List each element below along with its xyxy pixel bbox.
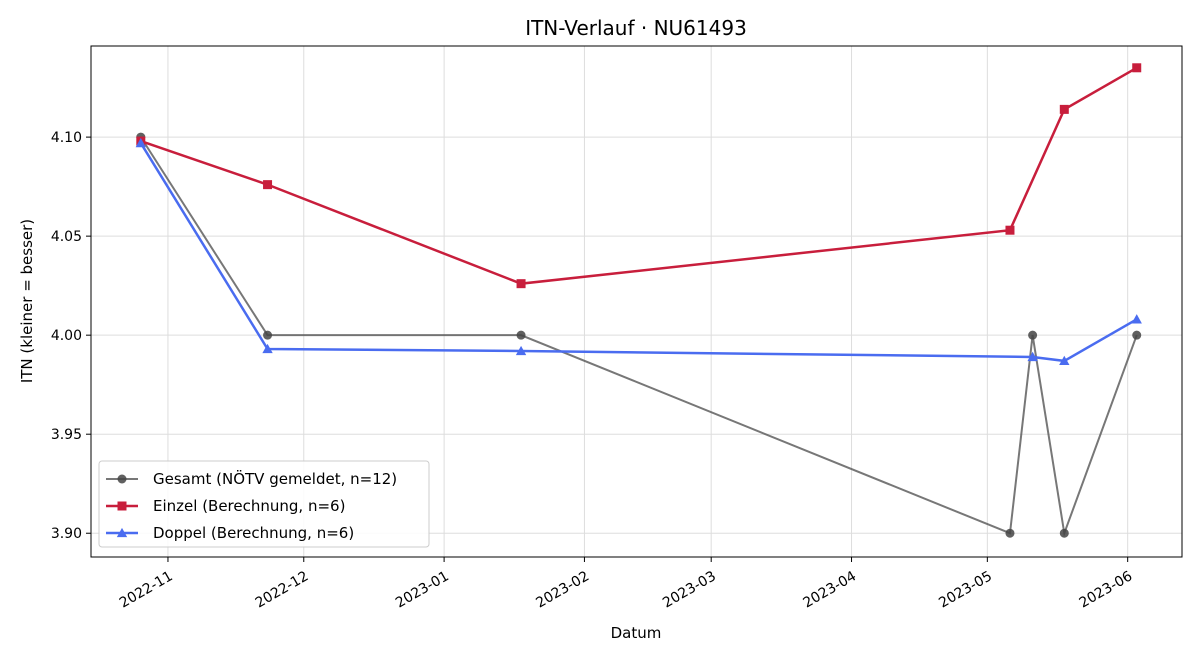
x-tick-label: 2023-01: [393, 568, 452, 611]
data-point: [1059, 528, 1069, 538]
legend-entry: Doppel (Berechnung, n=6): [106, 524, 354, 542]
legend-marker: [116, 527, 128, 538]
data-point: [516, 279, 526, 289]
y-axis-label: ITN (kleiner = besser): [18, 219, 36, 383]
series-layer: [135, 63, 1142, 538]
series-line: [139, 142, 1138, 363]
x-tick-label: 2023-05: [936, 568, 995, 611]
series-line: [140, 66, 1138, 285]
x-tick-label: 2022-11: [117, 568, 176, 611]
legend-entry: Einzel (Berechnung, n=6): [106, 497, 345, 515]
legend-label: Doppel (Berechnung, n=6): [153, 524, 354, 542]
y-axis-ticks: 3.90 3.95 4.00 4.05 4.10: [51, 130, 91, 542]
data-point: [516, 330, 526, 340]
data-point: [1132, 63, 1142, 73]
legend-label: Einzel (Berechnung, n=6): [153, 497, 345, 515]
data-point: [262, 343, 273, 354]
data-point: [1059, 104, 1069, 114]
y-tick-label: 4.10: [51, 130, 82, 146]
x-tick-label: 2022-12: [253, 568, 312, 611]
x-tick-label: 2023-02: [533, 568, 592, 611]
data-point: [1028, 330, 1038, 340]
chart-title: ITN-Verlauf · NU61493: [525, 16, 747, 40]
data-point: [1131, 314, 1142, 324]
series-square: [136, 63, 1142, 289]
data-point: [1059, 355, 1070, 366]
data-point: [1027, 351, 1038, 362]
plot-area-frame: [90, 45, 1183, 558]
data-point: [1005, 225, 1015, 235]
data-point: [515, 345, 527, 356]
data-point: [135, 137, 146, 148]
x-axis-label: Datum: [611, 624, 662, 642]
legend-box: [98, 460, 430, 548]
data-point: [1132, 330, 1142, 340]
y-tick-label: 4.05: [51, 229, 82, 245]
data-point: [263, 330, 273, 340]
x-axis-ticks: 2022-11 2022-12 2023-01 2023-02 2023-03 2023-…: [117, 557, 1135, 611]
legend-marker: [117, 501, 127, 511]
series-triangle: [135, 137, 1142, 366]
x-tick-label: 2023-03: [660, 568, 719, 611]
data-point: [1005, 528, 1015, 538]
x-tick-label: 2023-04: [800, 568, 859, 611]
y-tick-label: 3.90: [51, 526, 82, 542]
legend-entry: Gesamt (NÖTV gemeldet, n=12): [106, 469, 397, 488]
x-tick-label: 2023-06: [1077, 568, 1136, 611]
series-circle: [136, 132, 1142, 538]
data-point: [263, 180, 273, 190]
legend: Gesamt (NÖTV gemeldet, n=12) Einzel (Bere…: [98, 460, 430, 548]
y-tick-label: 3.95: [51, 427, 82, 443]
legend-marker: [117, 474, 127, 484]
legend-label: Gesamt (NÖTV gemeldet, n=12): [153, 469, 397, 488]
y-tick-label: 4.00: [51, 328, 82, 344]
